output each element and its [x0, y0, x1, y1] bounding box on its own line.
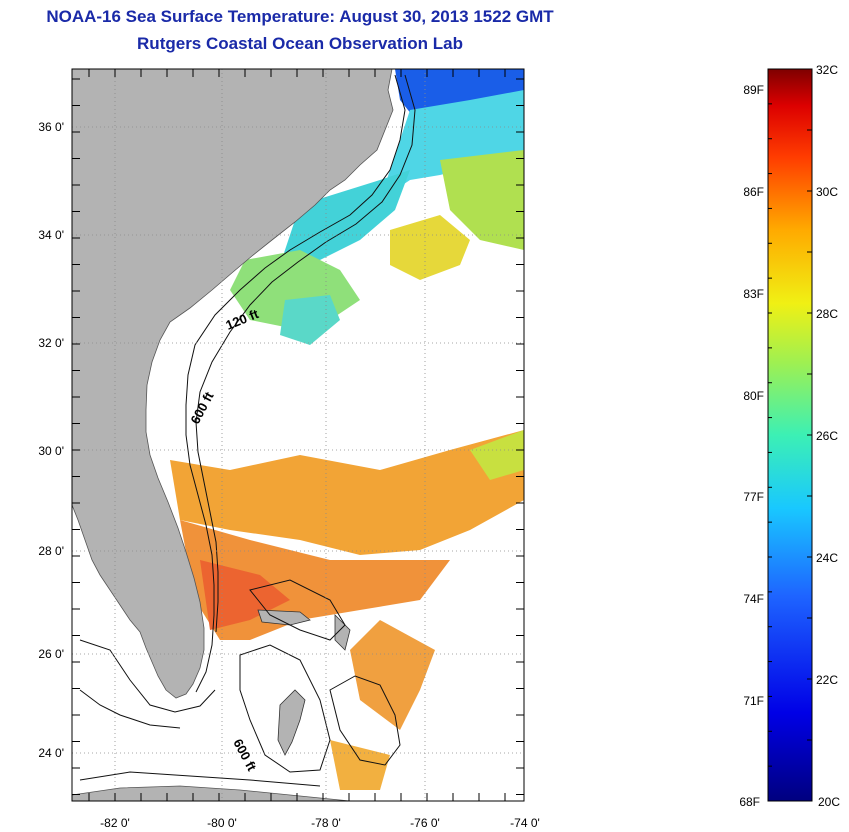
sst-patch-green-ne: [470, 430, 524, 480]
land-andros: [277, 689, 306, 756]
fahrenheit-label: 77F: [743, 490, 764, 504]
contour-florida-bay: [79, 689, 181, 729]
lon-label: -78 0': [311, 816, 341, 830]
celsius-label: 20C: [818, 795, 840, 809]
lon-label: -80 0': [207, 816, 237, 830]
sst-patch-orange-bahamas: [350, 620, 435, 730]
celsius-label: 28C: [816, 307, 838, 321]
celsius-label: 26C: [816, 429, 838, 443]
land-cuba: [72, 785, 351, 801]
lat-label: 24 0': [38, 746, 64, 760]
contour-cuba-shelf: [79, 771, 321, 787]
sst-patch-orange-band: [170, 430, 524, 555]
bathymetry-contours: [79, 74, 416, 787]
fahrenheit-label: 83F: [743, 287, 764, 301]
contour-label-600ft: 600 ft: [187, 389, 217, 427]
sst-patch-cyan-mid: [280, 295, 340, 345]
colorbar-fahrenheit-labels: 89F 86F 83F 80F 77F 74F 71F 68F: [739, 83, 764, 809]
lon-label: -76 0': [410, 816, 440, 830]
sst-patch-red-south: [200, 560, 290, 630]
map-subtitle: Rutgers Coastal Ocean Observation Lab: [137, 34, 463, 53]
celsius-label: 22C: [816, 673, 838, 687]
land-mass: [72, 69, 394, 699]
fahrenheit-label: 68F: [739, 795, 760, 809]
map-title: NOAA-16 Sea Surface Temperature: August …: [46, 7, 554, 26]
contour-label-120ft: 120 ft: [224, 306, 262, 333]
fahrenheit-label: 86F: [743, 185, 764, 199]
lat-label: 30 0': [38, 444, 64, 458]
sst-patch-green-east: [440, 150, 524, 250]
contour-600ft: [195, 74, 416, 633]
longitude-labels: -82 0' -80 0' -78 0' -76 0' -74 0': [100, 816, 540, 830]
sst-patch-orange-keys: [330, 740, 390, 790]
celsius-label: 30C: [816, 185, 838, 199]
graticule: [72, 69, 524, 801]
lat-label: 28 0': [38, 544, 64, 558]
colorbar-ticks: [768, 68, 812, 802]
land-grand-bahama: [257, 609, 311, 626]
celsius-label: 32C: [816, 63, 838, 77]
fahrenheit-label: 71F: [743, 694, 764, 708]
fahrenheit-label: 89F: [743, 83, 764, 97]
colorbar: [767, 68, 813, 802]
contour-bahamas-c: [329, 675, 401, 766]
contour-bahamas-a: [249, 579, 346, 641]
fahrenheit-label: 80F: [743, 389, 764, 403]
colorbar-celsius-labels: 32C 30C 28C 26C 24C 22C 20C: [816, 63, 840, 809]
fahrenheit-label: 74F: [743, 592, 764, 606]
lon-label: -82 0': [100, 816, 130, 830]
contour-120ft: [185, 74, 406, 693]
contour-bahamas-b: [239, 644, 331, 773]
lat-label: 36 0': [38, 120, 64, 134]
lat-label: 34 0': [38, 228, 64, 242]
sst-patch-yellow-east: [390, 215, 470, 280]
contour-label-600ft-south: 600 ft: [230, 736, 260, 774]
lat-label: 32 0': [38, 336, 64, 350]
contour-keys: [79, 639, 216, 713]
map-ticks: [72, 69, 524, 801]
latitude-labels: 36 0' 34 0' 32 0' 30 0' 28 0' 26 0' 24 0…: [38, 120, 64, 760]
lat-label: 26 0': [38, 647, 64, 661]
sst-patches: [170, 69, 524, 790]
lon-label: -74 0': [510, 816, 540, 830]
sst-patch-cyan-north: [380, 90, 524, 200]
celsius-label: 24C: [816, 551, 838, 565]
map-frame: [71, 68, 525, 802]
